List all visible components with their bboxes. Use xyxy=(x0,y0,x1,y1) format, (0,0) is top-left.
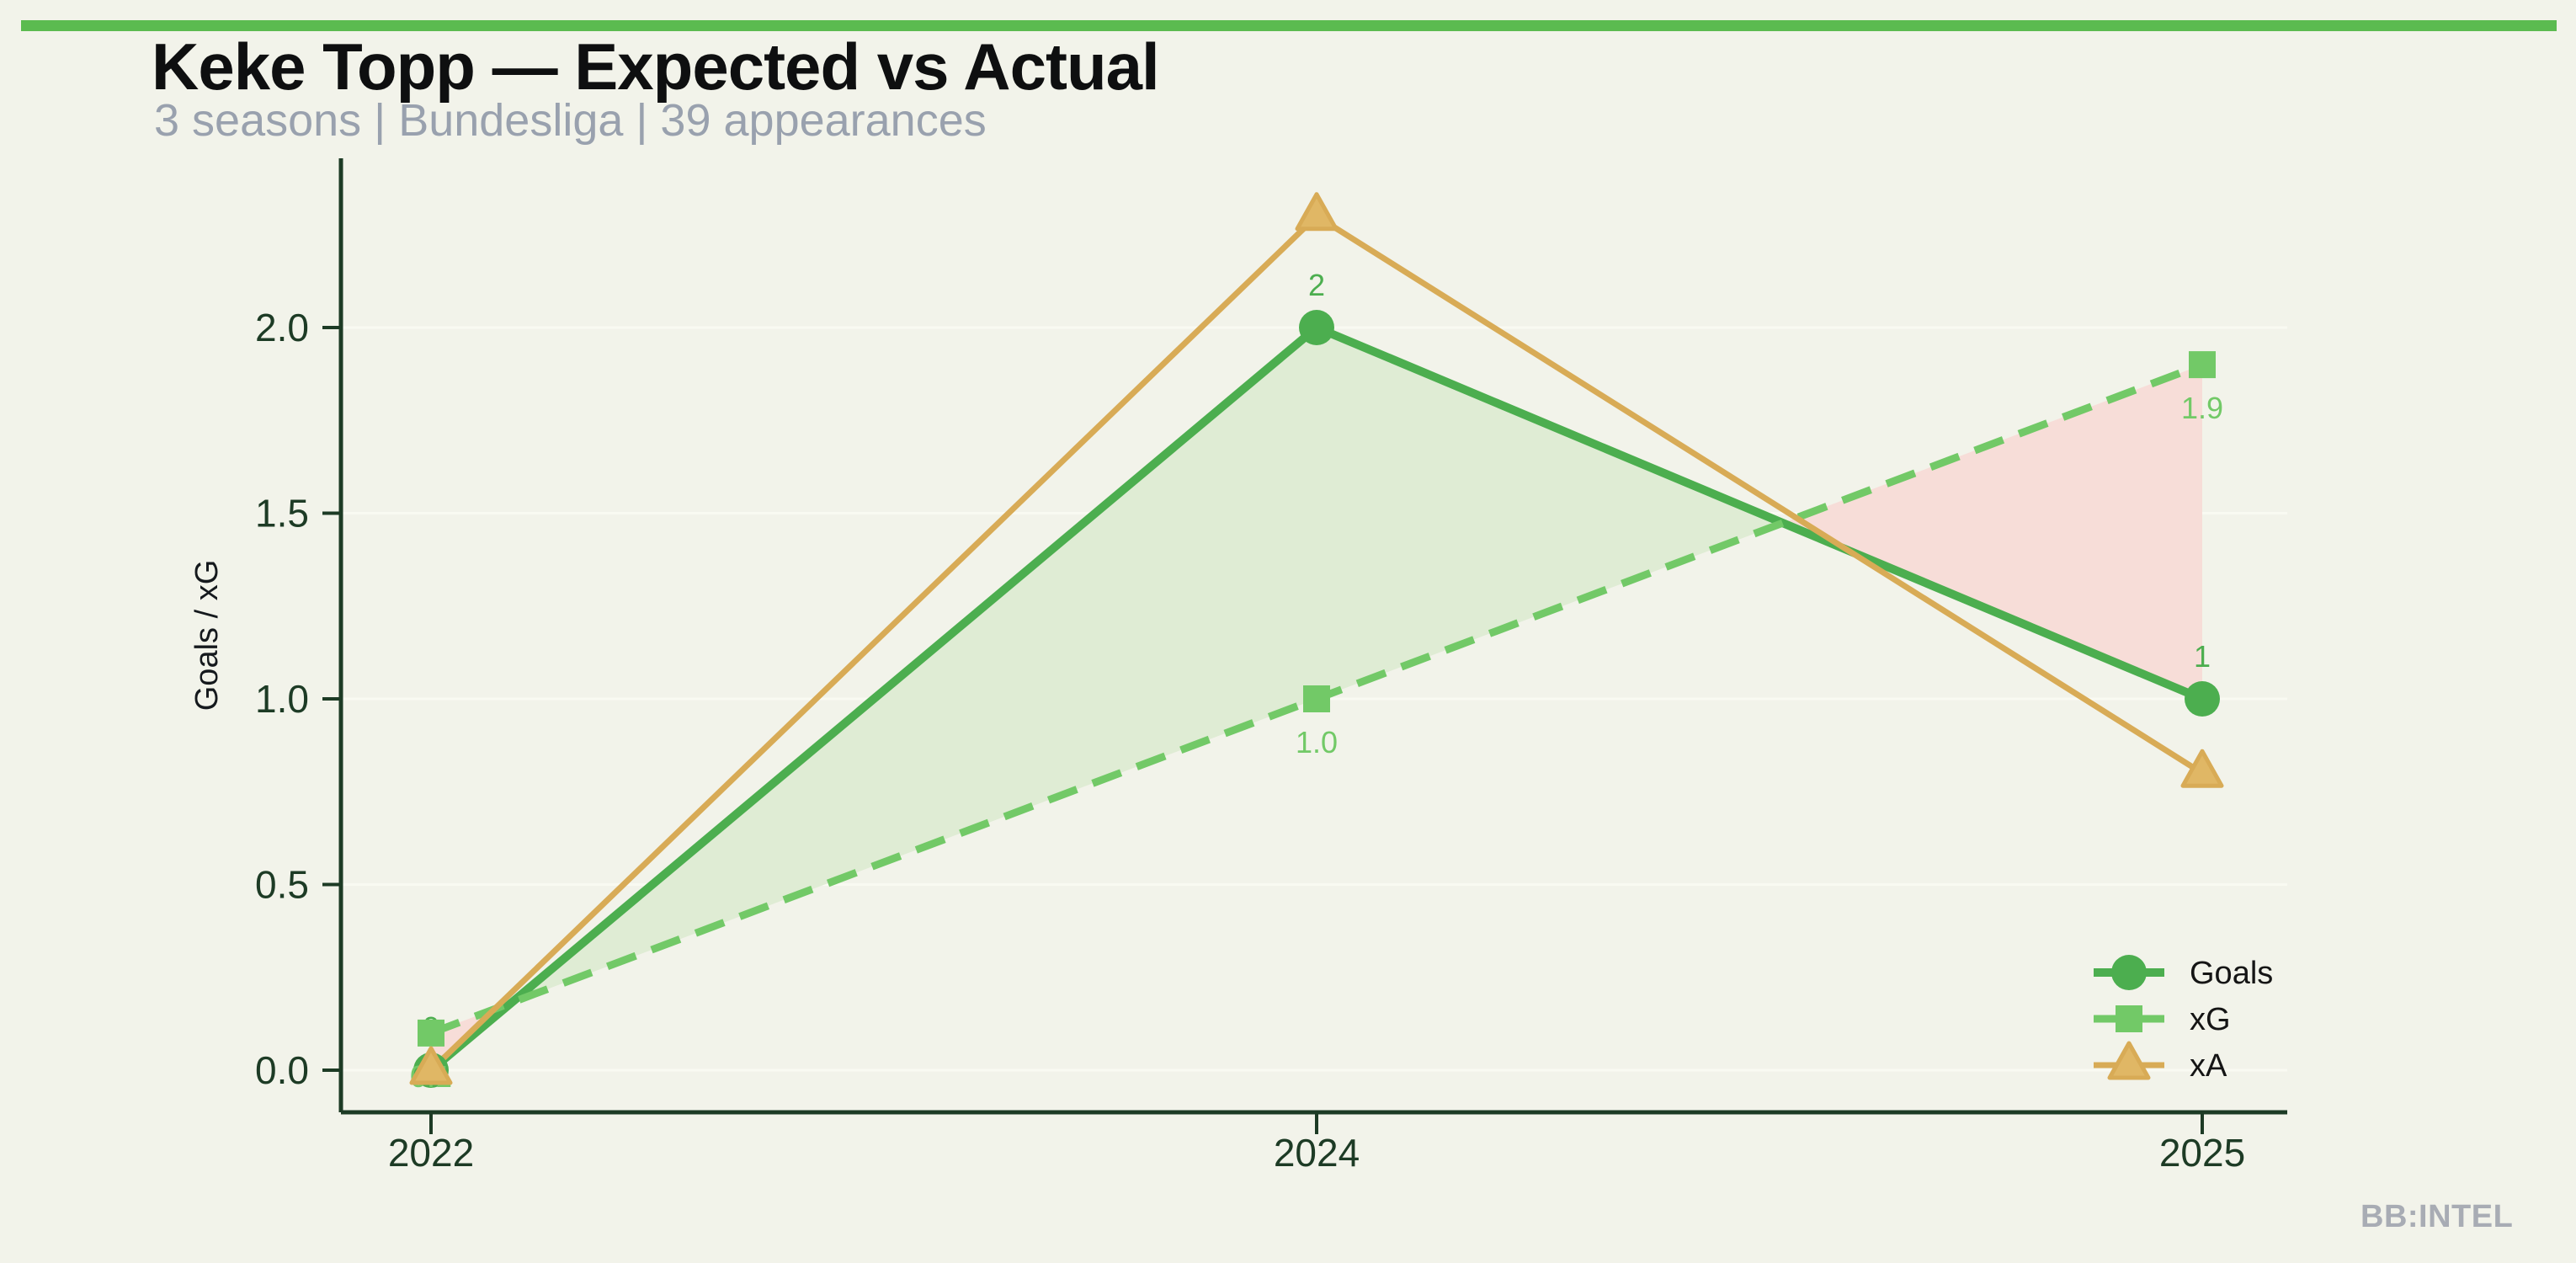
top-accent-bar xyxy=(21,20,2557,31)
y-tick-label-0.0: 0.0 xyxy=(255,1048,309,1092)
watermark: BB:INTEL xyxy=(2360,1199,2514,1234)
y-axis-label: Goals / xG xyxy=(189,560,225,711)
y-tick-label-1.0: 1.0 xyxy=(255,677,309,721)
y-tick-label-1.5: 1.5 xyxy=(255,492,309,536)
xa-marker-2025 xyxy=(2180,749,2224,788)
goals-point-label-2024: 2 xyxy=(1308,268,1325,302)
chart-subtitle: 3 seasons | Bundesliga | 39 appearances xyxy=(154,95,987,146)
xa-marker-2024 xyxy=(1295,192,1339,232)
fill-overperformance-1 xyxy=(511,328,1783,1003)
legend-label-xg: xG xyxy=(2190,1002,2231,1037)
xg-point-label-2024: 1.0 xyxy=(1296,725,1338,759)
x-tick-label-2024: 2024 xyxy=(1274,1131,1360,1175)
chart-title: Keke Topp — Expected vs Actual xyxy=(152,29,1160,104)
x-tick-label-2025: 2025 xyxy=(2159,1131,2245,1175)
legend-marker-goals xyxy=(2111,955,2147,990)
legend-label-goals: Goals xyxy=(2190,956,2273,991)
xg-point-label-2025: 1.9 xyxy=(2181,391,2223,425)
xg-marker-2025 xyxy=(2189,351,2216,379)
legend-label-xa: xA xyxy=(2190,1048,2227,1084)
legend-marker-xg xyxy=(2116,1005,2142,1032)
xg-marker-2024 xyxy=(1303,685,1330,712)
fill-underperformance-2 xyxy=(1782,365,2202,699)
legend-marker-xa xyxy=(2107,1041,2151,1080)
goals-marker-2025 xyxy=(2185,681,2220,717)
xa-marker-2022 xyxy=(409,1046,453,1085)
y-tick-label-2.0: 2.0 xyxy=(255,306,309,349)
goals-point-label-2025: 1 xyxy=(2194,639,2211,674)
x-tick-label-2022: 2022 xyxy=(388,1131,474,1175)
goals-marker-2024 xyxy=(1299,310,1334,345)
xg-marker-2022 xyxy=(418,1019,444,1047)
y-tick-label-0.5: 0.5 xyxy=(255,863,309,907)
